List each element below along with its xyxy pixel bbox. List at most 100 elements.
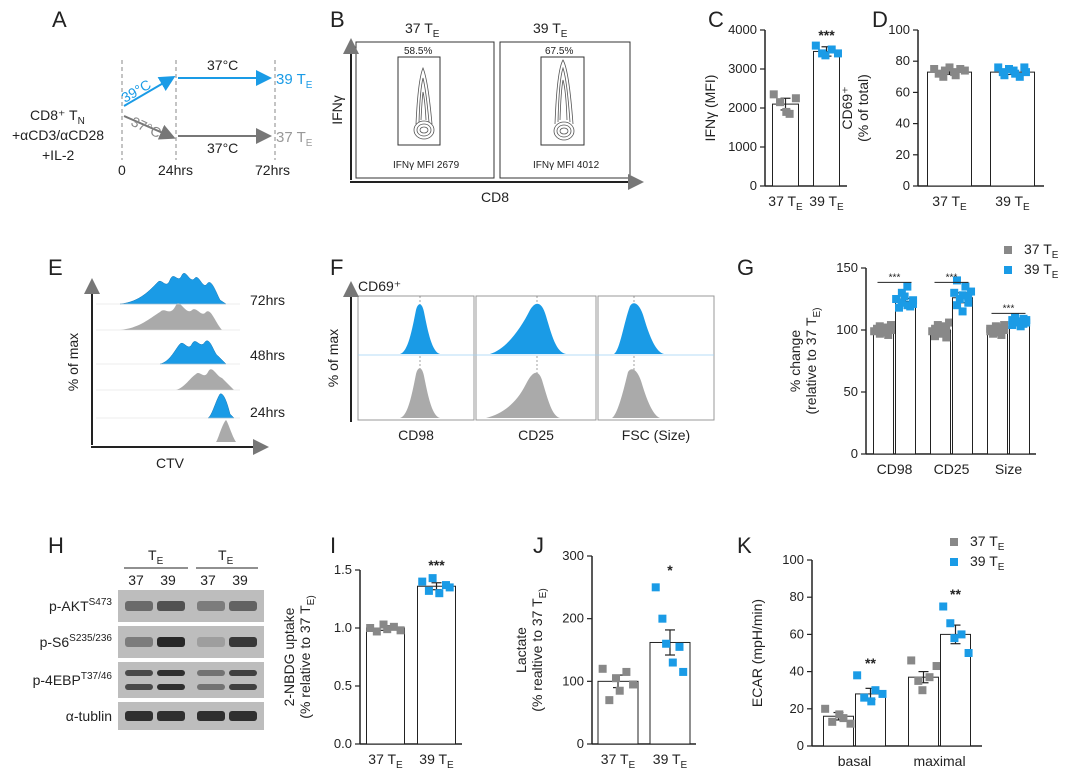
data-point bbox=[1015, 72, 1024, 81]
blot-band bbox=[229, 711, 257, 721]
panel-e: E 72hrs 48hrs 24hrs % of max CTV bbox=[48, 255, 285, 471]
y-tick-label: 80 bbox=[790, 589, 804, 604]
data-point bbox=[936, 329, 945, 338]
data-point bbox=[897, 298, 906, 307]
data-point bbox=[846, 719, 855, 728]
start-condition-il2: +IL-2 bbox=[42, 147, 75, 163]
panel-letter-h: H bbox=[48, 533, 64, 558]
flow-plot-39te bbox=[499, 41, 631, 179]
histogram-fsc bbox=[597, 295, 715, 421]
panel-letter-e: E bbox=[48, 255, 63, 280]
legend-label: 39 TE bbox=[970, 553, 1005, 573]
significance-label: ** bbox=[865, 655, 876, 671]
significance-label: *** bbox=[946, 272, 958, 283]
time-label-24hrs: 24hrs bbox=[250, 404, 285, 420]
data-point bbox=[821, 704, 830, 713]
blot-band bbox=[229, 601, 257, 611]
bar bbox=[895, 300, 916, 455]
y-tick-label: 20 bbox=[896, 147, 910, 162]
significance-label: *** bbox=[889, 272, 901, 283]
data-point bbox=[958, 291, 967, 300]
data-point bbox=[428, 574, 437, 583]
panel-letter-b: B bbox=[330, 7, 345, 32]
histogram-24hrs-39te bbox=[207, 393, 235, 419]
x-tick-label: basal bbox=[838, 753, 871, 768]
y-tick-label: 300 bbox=[562, 548, 584, 563]
data-point bbox=[967, 287, 976, 296]
data-point bbox=[945, 63, 954, 72]
data-point bbox=[930, 65, 939, 73]
data-point bbox=[940, 66, 949, 75]
endpoint-37te: 37 TE bbox=[276, 129, 313, 149]
data-point bbox=[997, 330, 1006, 339]
data-point bbox=[867, 697, 876, 706]
panel-letter-f: F bbox=[330, 255, 343, 280]
data-point bbox=[435, 589, 444, 598]
cell-trace-histograms bbox=[96, 273, 240, 442]
legend-swatch bbox=[1004, 266, 1012, 274]
legend-swatch bbox=[1004, 246, 1012, 254]
cd25-39te-histogram bbox=[490, 303, 566, 354]
data-point bbox=[952, 276, 961, 285]
y-axis-label: IFNγ (MFI) bbox=[702, 75, 718, 142]
blot-band bbox=[197, 637, 225, 647]
data-point bbox=[895, 303, 904, 312]
x-tick-label: Size bbox=[995, 461, 1022, 477]
legend-swatch bbox=[950, 538, 958, 546]
data-point bbox=[821, 51, 830, 60]
western-blot: 37 39 37 39 p-AKTS473 p-S6S235/236 p-4EBPT37/4… bbox=[33, 572, 264, 730]
y-tick-label: 1.0 bbox=[334, 620, 352, 635]
x-tick-label: 39 TE bbox=[419, 751, 454, 768]
blot-band bbox=[125, 601, 153, 611]
flow-plot-37te bbox=[355, 41, 495, 179]
marker-label-cd25: CD25 bbox=[518, 427, 554, 443]
data-point bbox=[1021, 68, 1030, 77]
data-point bbox=[1013, 317, 1022, 326]
y-axis-label: % change bbox=[787, 330, 803, 392]
data-point bbox=[776, 98, 785, 107]
data-point bbox=[1005, 65, 1013, 73]
flow-title-39te: 39 TE bbox=[533, 20, 568, 40]
contour-37te bbox=[413, 66, 435, 140]
data-point bbox=[379, 620, 388, 629]
blot-band bbox=[229, 637, 257, 647]
blot-band bbox=[157, 670, 185, 676]
data-point bbox=[994, 63, 1003, 72]
data-point bbox=[961, 282, 970, 291]
data-point bbox=[1020, 63, 1029, 72]
data-point bbox=[930, 332, 939, 341]
panel-letter-a: A bbox=[52, 7, 67, 32]
panel-letter-k: K bbox=[737, 533, 752, 558]
bar bbox=[990, 71, 1035, 187]
histogram-72hrs-37te bbox=[120, 303, 222, 330]
blot-band bbox=[157, 601, 185, 611]
data-point bbox=[615, 686, 624, 695]
y-tick-label: 100 bbox=[888, 22, 910, 37]
data-point bbox=[939, 72, 948, 81]
bar bbox=[873, 329, 894, 455]
data-point bbox=[1022, 318, 1031, 327]
y-axis-label-line2: (% of total) bbox=[855, 74, 871, 142]
panel-j: J 0 100 200 300 Lactate (% realtive to 37 TE) 3… bbox=[513, 533, 696, 768]
y-tick-label: 20 bbox=[790, 701, 804, 716]
arrow-39c bbox=[123, 75, 176, 107]
gate-percent-39te: 67.5% bbox=[545, 46, 573, 57]
blot-row-label: p-4EBPT37/46 bbox=[33, 671, 113, 688]
significance-label: *** bbox=[1003, 303, 1015, 314]
fsc-39te-histogram bbox=[614, 303, 664, 354]
y-tick-label: 100 bbox=[562, 673, 584, 688]
data-point bbox=[878, 689, 887, 698]
y-axis-label-line2: (% relative to 37 TE) bbox=[297, 595, 317, 718]
blot-group-label-1: TE bbox=[148, 547, 164, 567]
data-point bbox=[964, 649, 973, 657]
top-culture-temp: 37°C bbox=[207, 57, 238, 73]
data-point bbox=[964, 292, 973, 301]
data-point bbox=[918, 686, 927, 695]
data-point bbox=[942, 333, 951, 342]
bar bbox=[649, 641, 691, 745]
lane-label: 37 bbox=[128, 572, 144, 588]
data-point bbox=[884, 330, 893, 339]
y-tick-label: 80 bbox=[896, 53, 910, 68]
data-point bbox=[785, 109, 794, 118]
